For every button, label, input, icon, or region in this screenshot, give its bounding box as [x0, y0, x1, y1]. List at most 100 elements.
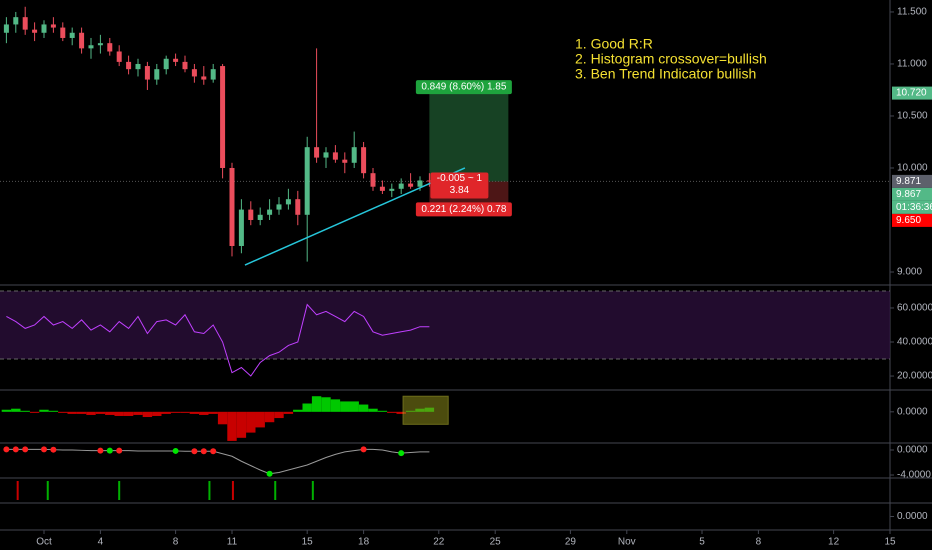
y-tick-label: 11.500	[897, 7, 927, 18]
candle-body	[144, 66, 150, 80]
histogram-bar	[39, 409, 49, 412]
candle-body	[41, 24, 47, 33]
candle-body	[210, 69, 216, 80]
highlight-box	[402, 395, 449, 425]
signal-dot	[200, 448, 207, 455]
signal-dot	[97, 447, 104, 454]
y-tick-label: 40.0000	[897, 337, 932, 348]
histogram-bar	[302, 403, 312, 412]
annotation: 3. Ben Trend Indicator bullish	[575, 66, 756, 82]
signal-dot	[191, 448, 198, 455]
candle-body	[69, 32, 75, 38]
y-tick-label: 9.000	[897, 267, 922, 278]
histogram-bar	[349, 401, 359, 412]
signal-dot	[398, 450, 405, 457]
histogram-bar	[1, 409, 12, 412]
candle-body	[22, 17, 28, 30]
target-zone	[429, 93, 509, 182]
signal-dot	[172, 447, 179, 454]
histogram-bar	[11, 408, 21, 412]
candle-body	[370, 173, 376, 187]
x-tick-label: 29	[565, 537, 577, 548]
annotation: 1. Good R:R	[575, 36, 653, 52]
y-tick-label: 11.000	[897, 59, 927, 70]
candle-body	[97, 43, 103, 46]
histogram-bar	[377, 410, 388, 412]
candle-body	[426, 180, 432, 182]
annotation: 2. Histogram crossover=bullish	[575, 51, 767, 67]
candle-body	[60, 27, 66, 38]
x-tick-label: 18	[358, 537, 370, 548]
candle-body	[173, 58, 179, 62]
trendline	[244, 167, 466, 266]
entry-label: -0.005 ~ 1	[437, 173, 483, 184]
position-label-box	[415, 80, 512, 95]
candle-body	[285, 199, 291, 205]
histogram-bar	[20, 410, 30, 412]
candle-body	[3, 24, 9, 33]
candle-body	[417, 180, 423, 187]
indicator-line	[6, 448, 430, 475]
candle-body	[389, 188, 395, 191]
histogram-bar	[246, 411, 256, 433]
histogram-bar	[199, 411, 209, 415]
x-tick-label: 15	[302, 537, 314, 548]
candle-body	[408, 183, 414, 187]
price-label-box	[892, 213, 932, 227]
histogram-bar	[58, 411, 68, 413]
indicator-line	[6, 303, 430, 377]
candle-body	[50, 24, 56, 28]
candle-body	[295, 199, 301, 215]
price-label: 9.867	[896, 189, 921, 200]
price-label: 01:36:36	[896, 202, 932, 213]
candle-body	[361, 147, 367, 174]
histogram-bar	[274, 411, 284, 419]
candle-body	[323, 152, 329, 158]
price-label: 9.650	[896, 215, 921, 226]
candle-body	[116, 51, 122, 62]
x-tick-label: 22	[433, 537, 445, 548]
x-tick-label: 25	[490, 537, 502, 548]
x-tick-label: 5	[699, 537, 705, 548]
band	[0, 290, 890, 360]
candle-body	[229, 167, 235, 246]
entry-label: 3.84	[450, 185, 470, 196]
histogram-bar	[170, 411, 181, 413]
x-tick-label: 4	[98, 537, 104, 548]
y-tick-label: 10.000	[897, 163, 928, 174]
histogram-bar	[48, 410, 59, 412]
price-label-box	[892, 86, 932, 100]
x-tick-label: 8	[756, 537, 762, 548]
histogram-bar	[208, 411, 218, 414]
candle-body	[13, 17, 19, 25]
price-label: 10.720	[896, 88, 927, 99]
x-tick-label: 12	[828, 537, 840, 548]
histogram-bar	[29, 411, 40, 413]
position-label-box	[430, 172, 489, 199]
histogram-bar	[180, 411, 190, 413]
y-tick-label: 20.0000	[897, 371, 932, 382]
candle-body	[182, 61, 188, 70]
histogram-bar	[86, 411, 96, 415]
histogram-bar	[396, 411, 406, 414]
candle-body	[107, 43, 113, 52]
histogram-bar	[161, 411, 171, 414]
candle-body	[126, 61, 132, 70]
candle-body	[332, 152, 338, 160]
signal-dot	[106, 447, 113, 454]
histogram-bar	[255, 411, 265, 428]
candle-body	[191, 69, 197, 77]
candle-body	[238, 209, 244, 246]
signal-dot	[12, 446, 19, 453]
candle-body	[304, 147, 310, 215]
candle-body	[201, 76, 207, 80]
candle-body	[314, 147, 320, 158]
histogram-bar	[152, 411, 162, 416]
histogram-bar	[189, 411, 200, 414]
price-label-box	[892, 200, 932, 214]
histogram-bar	[358, 404, 369, 412]
price-label-box	[892, 187, 932, 201]
y-tick-label: 0.0000	[897, 511, 928, 522]
signal-dot	[116, 447, 123, 454]
